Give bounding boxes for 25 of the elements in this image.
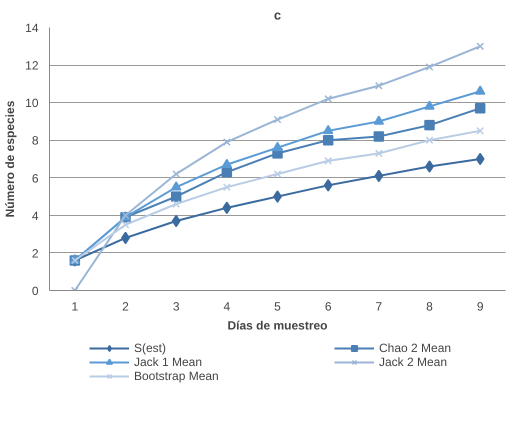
y-tick-label: 14 <box>25 21 39 35</box>
x-axis-title: Días de muestreo <box>227 318 328 332</box>
x-tick-label: 3 <box>172 300 180 314</box>
x-tick-label: 7 <box>375 300 382 314</box>
x-tick-label: 4 <box>223 300 230 314</box>
x-tick-label: 5 <box>274 300 282 314</box>
legend-label: Jack 1 Mean <box>134 355 204 369</box>
y-tick-label: 6 <box>32 171 39 186</box>
y-tick-label: 4 <box>32 208 39 223</box>
legend-label: Jack 2 Mean <box>379 355 448 369</box>
legend-label: Bootstrap Mean <box>134 369 220 383</box>
x-tick-label: 8 <box>426 300 434 314</box>
y-tick-label: 0 <box>32 284 39 298</box>
legend-label: Chao 2 Mean <box>379 341 452 355</box>
chart-title: c <box>274 8 282 22</box>
y-tick-label: 10 <box>25 96 39 110</box>
y-tick-label: 12 <box>25 58 39 73</box>
x-tick-label: 9 <box>476 300 484 314</box>
x-tick-label: 2 <box>122 300 130 314</box>
x-tick-label: 1 <box>71 300 78 314</box>
y-tick-label: 2 <box>32 246 39 260</box>
y-axis-title: Número de especies <box>3 100 18 218</box>
y-tick-label: 8 <box>32 134 39 148</box>
x-tick-label: 6 <box>324 300 332 314</box>
legend-label: S(est) <box>134 341 168 355</box>
